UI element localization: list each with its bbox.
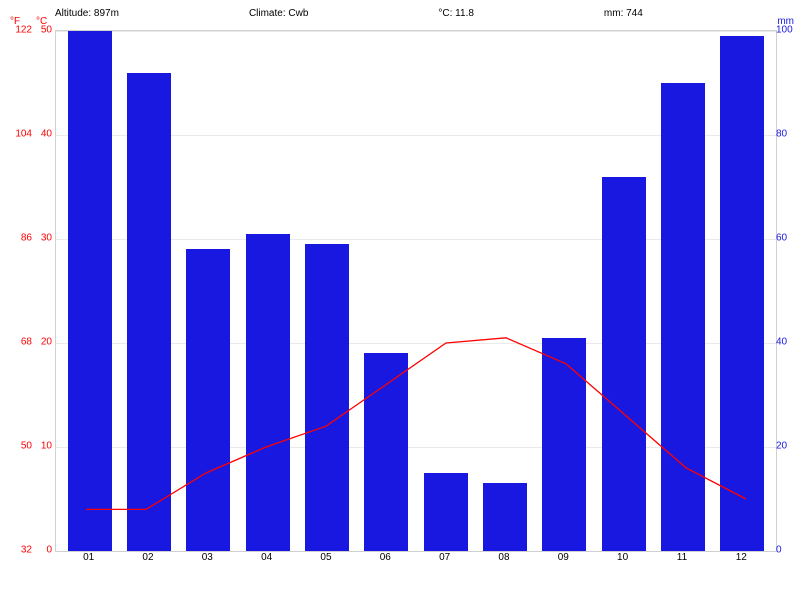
x-tick-month: 05 <box>304 552 348 563</box>
y-axis-mm: 020406080100 <box>776 30 796 550</box>
y-tick-fahrenheit: 68 <box>21 337 32 348</box>
x-tick-month: 08 <box>482 552 526 563</box>
x-tick-month: 10 <box>601 552 645 563</box>
x-tick-month: 04 <box>245 552 289 563</box>
precip-bar <box>127 73 171 551</box>
y-tick-fahrenheit: 104 <box>15 129 32 140</box>
y-tick-celsius: 50 <box>41 25 52 36</box>
y-tick-mm: 60 <box>776 233 787 244</box>
y-tick-celsius: 20 <box>41 337 52 348</box>
y-tick-mm: 20 <box>776 441 787 452</box>
x-tick-month: 09 <box>541 552 585 563</box>
chart-header: Altitude: 897m Climate: Cwb °C: 11.8 mm:… <box>55 8 780 19</box>
precip-bar <box>602 177 646 551</box>
y-tick-mm: 40 <box>776 337 787 348</box>
x-tick-month: 11 <box>660 552 704 563</box>
y-tick-mm: 80 <box>776 129 787 140</box>
y-tick-celsius: 30 <box>41 233 52 244</box>
x-tick-month: 01 <box>67 552 111 563</box>
y-tick-fahrenheit: 122 <box>15 25 32 36</box>
y-tick-fahrenheit: 32 <box>21 545 32 556</box>
precip-bar <box>661 83 705 551</box>
header-temp-avg: °C: 11.8 <box>438 8 474 19</box>
precip-bar <box>246 234 290 551</box>
precip-bar <box>186 249 230 551</box>
precipitation-bars <box>56 31 776 551</box>
plot-area <box>55 30 777 552</box>
x-tick-month: 06 <box>363 552 407 563</box>
x-tick-month: 02 <box>126 552 170 563</box>
precip-bar <box>305 244 349 551</box>
x-axis-months: 01 02 03 04 05 06 07 08 09 10 11 12 <box>55 552 775 563</box>
x-tick-month: 07 <box>423 552 467 563</box>
y-tick-celsius: 10 <box>41 441 52 452</box>
x-tick-month: 03 <box>185 552 229 563</box>
y-tick-mm: 0 <box>776 545 782 556</box>
header-altitude: Altitude: 897m <box>55 8 119 19</box>
header-precip-total: mm: 744 <box>604 8 643 19</box>
precip-bar <box>542 338 586 551</box>
y-tick-fahrenheit: 86 <box>21 233 32 244</box>
precip-bar <box>364 353 408 551</box>
precip-bar <box>720 36 764 551</box>
y-axis-celsius: 01020304050 <box>36 30 52 550</box>
y-tick-celsius: 40 <box>41 129 52 140</box>
precip-bar <box>68 31 112 551</box>
y-axis-fahrenheit: 32506886104122 <box>8 30 32 550</box>
precip-bar <box>424 473 468 551</box>
y-tick-fahrenheit: 50 <box>21 441 32 452</box>
y-tick-mm: 100 <box>776 25 793 36</box>
climate-chart: °F °C mm Altitude: 897m Climate: Cwb °C:… <box>0 0 800 600</box>
precip-bar <box>483 483 527 551</box>
x-tick-month: 12 <box>719 552 763 563</box>
header-climate: Climate: Cwb <box>249 8 308 19</box>
y-tick-celsius: 0 <box>46 545 52 556</box>
